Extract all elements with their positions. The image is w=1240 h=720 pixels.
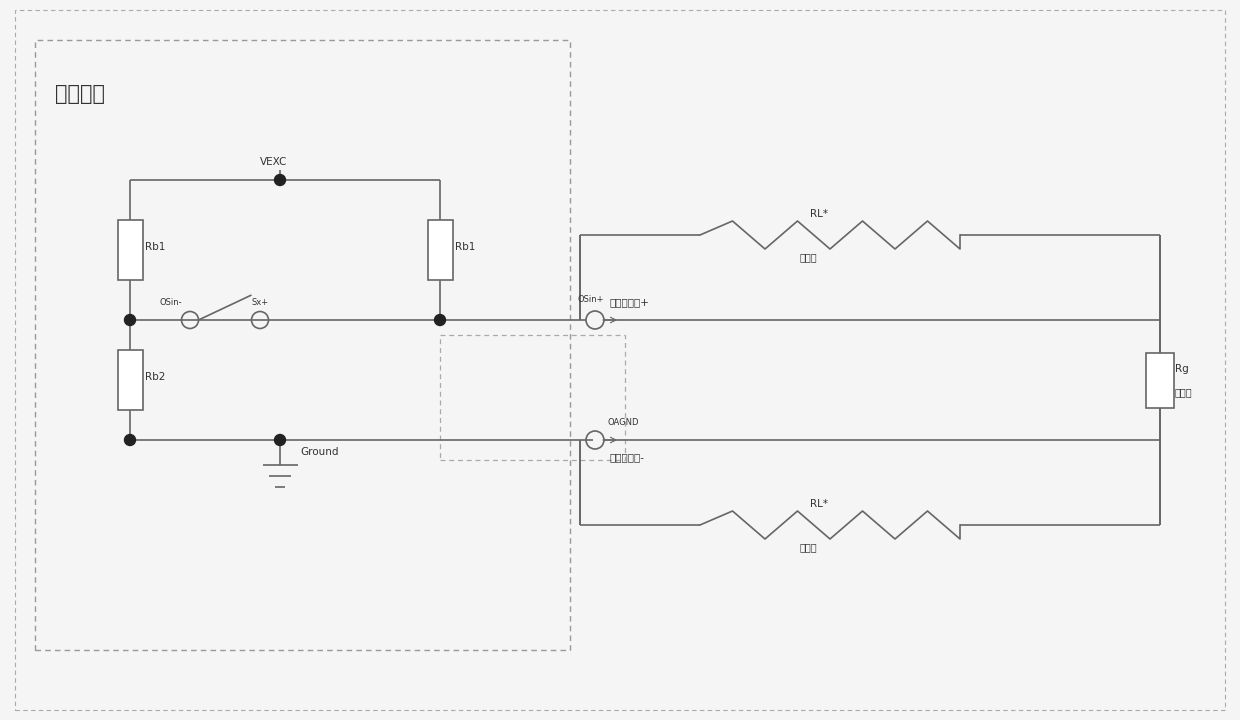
Bar: [1146, 353, 1174, 408]
Circle shape: [124, 315, 135, 325]
Text: 传感器输入-: 传感器输入-: [610, 452, 645, 462]
Text: Rb1: Rb1: [455, 242, 475, 252]
Bar: [118, 220, 143, 280]
Text: Sx+: Sx+: [252, 298, 269, 307]
Text: 内部电路: 内部电路: [55, 84, 105, 104]
Text: Rb2: Rb2: [145, 372, 165, 382]
Text: Rg: Rg: [1176, 364, 1189, 374]
Text: RL*: RL*: [810, 499, 828, 509]
Text: 应变片: 应变片: [1176, 387, 1193, 397]
Text: OSin+: OSin+: [577, 295, 604, 304]
Circle shape: [434, 315, 445, 325]
Text: VEXC: VEXC: [260, 157, 288, 167]
Text: Ground: Ground: [300, 447, 339, 457]
Bar: [118, 350, 143, 410]
Text: RL*: RL*: [810, 209, 828, 219]
Bar: [428, 220, 453, 280]
Text: 传感器输入+: 传感器输入+: [610, 297, 650, 307]
Text: OSin-: OSin-: [160, 298, 182, 307]
Text: 阻尼阔: 阻尼阔: [800, 542, 817, 552]
Bar: [440, 335, 625, 460]
Text: OAGND: OAGND: [608, 418, 639, 427]
Circle shape: [124, 434, 135, 446]
Text: Rb1: Rb1: [145, 242, 165, 252]
Circle shape: [274, 174, 285, 186]
Bar: [35, 40, 570, 650]
Circle shape: [274, 434, 285, 446]
Text: 阻尼阔: 阻尼阔: [800, 252, 817, 262]
